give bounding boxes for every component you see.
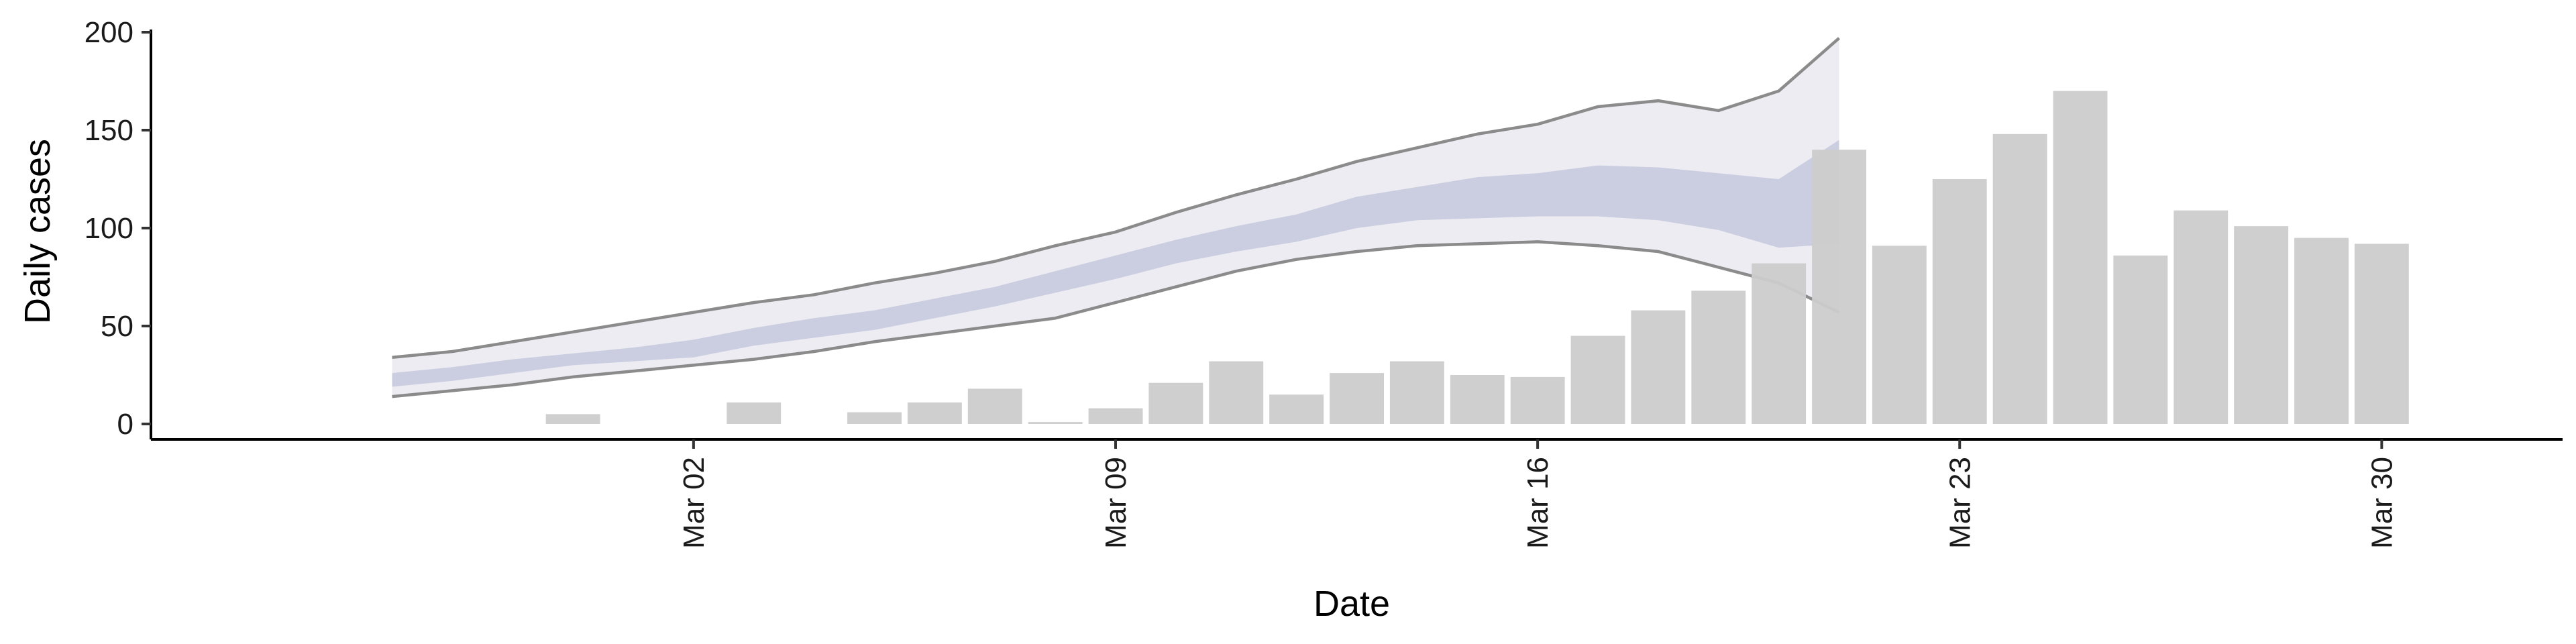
bar <box>2053 91 2108 424</box>
x-axis-title: Date <box>1313 584 1390 624</box>
bar <box>1691 290 1746 424</box>
bar <box>1209 361 1264 424</box>
bar <box>727 402 782 424</box>
y-tick-label: 200 <box>85 16 133 49</box>
bar <box>1932 179 1987 424</box>
forecast-band <box>392 37 1840 398</box>
bar <box>2294 237 2349 424</box>
y-tick-label: 50 <box>101 310 133 343</box>
bar <box>1872 246 1927 424</box>
bar <box>2174 210 2229 424</box>
x-tick-label: Mar 30 <box>2365 457 2398 549</box>
bar <box>907 402 962 424</box>
bar <box>1269 394 1324 424</box>
bar <box>2354 244 2409 424</box>
band-lower-line <box>392 240 1840 398</box>
x-tick-label: Mar 09 <box>1099 457 1132 549</box>
bar <box>1510 376 1565 424</box>
bar <box>2113 255 2168 424</box>
bar <box>1389 361 1444 424</box>
bar <box>1148 382 1203 424</box>
band-50-area <box>392 140 1839 387</box>
x-tick-label: Mar 23 <box>1943 457 1976 549</box>
x-tick-label: Mar 02 <box>678 457 710 549</box>
band-95-area <box>392 38 1839 397</box>
y-axis-title: Daily cases <box>17 139 58 324</box>
x-axis: Mar 02 Mar 09 Mar 16 Mar 23 Mar 30 <box>151 438 2563 549</box>
bar <box>545 414 600 424</box>
y-tick-label: 100 <box>85 212 133 245</box>
y-tick-label: 0 <box>117 408 133 441</box>
bar <box>1812 150 1866 424</box>
bar <box>967 388 1022 424</box>
bar <box>1330 373 1384 424</box>
bar <box>1992 133 2047 425</box>
bar <box>1631 310 1686 424</box>
band-upper-line <box>392 37 1840 359</box>
bars <box>545 91 2409 425</box>
y-axis: 0 50 100 150 200 <box>85 16 152 441</box>
bar <box>1088 408 1143 424</box>
y-tick-label: 150 <box>85 114 133 147</box>
bar <box>1028 422 1083 424</box>
bar <box>1752 263 1807 424</box>
x-tick-label: Mar 16 <box>1521 457 1554 549</box>
bar <box>2234 226 2289 424</box>
bar <box>1450 375 1505 424</box>
bar <box>847 412 902 424</box>
bar <box>1570 335 1625 424</box>
